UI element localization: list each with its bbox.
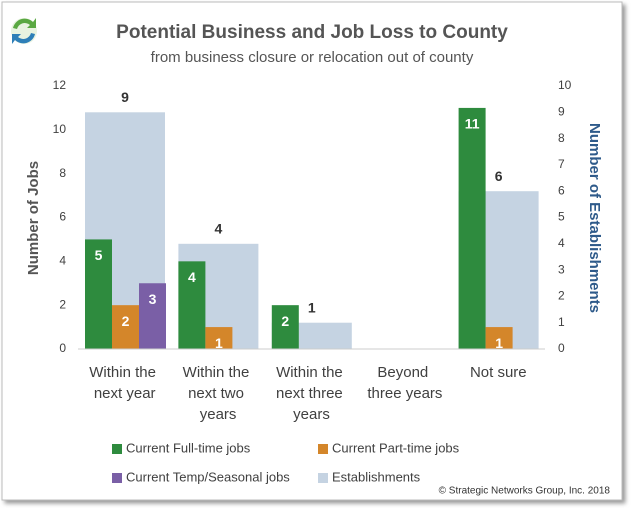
x-tick-label: Not sure bbox=[470, 364, 527, 381]
value-label: 2 bbox=[281, 313, 289, 329]
value-label: 2 bbox=[122, 313, 130, 329]
value-label: 4 bbox=[188, 269, 196, 285]
job-bar bbox=[485, 327, 513, 349]
value-label: 5 bbox=[95, 247, 103, 263]
job-bar bbox=[139, 283, 166, 349]
job-bar bbox=[178, 261, 206, 349]
legend-label: Current Part-time jobs bbox=[332, 440, 460, 455]
job-bar bbox=[205, 327, 233, 349]
value-label: 9 bbox=[121, 89, 129, 105]
value-label: 1 bbox=[308, 299, 316, 315]
y2-tick-label: 2 bbox=[558, 289, 565, 303]
y-tick-label: 2 bbox=[59, 297, 66, 311]
y-tick-label: 8 bbox=[59, 166, 66, 180]
value-label: 3 bbox=[149, 291, 157, 307]
x-tick-label: Within the next three years bbox=[276, 364, 347, 423]
job-bar bbox=[271, 305, 299, 349]
y2-tick-label: 9 bbox=[558, 104, 565, 118]
y2-tick-label: 4 bbox=[558, 236, 565, 250]
y-tick-label: 6 bbox=[59, 210, 66, 224]
value-label: 1 bbox=[495, 335, 503, 351]
y-tick-label: 12 bbox=[53, 78, 67, 92]
logo bbox=[11, 18, 37, 44]
y-axis-label: Number of Jobs bbox=[25, 161, 42, 275]
y2-tick-label: 1 bbox=[558, 315, 565, 329]
y-tick-label: 0 bbox=[59, 341, 66, 355]
y-tick-label: 10 bbox=[53, 122, 67, 136]
credit: © Strategic Networks Group, Inc. 2018 bbox=[439, 486, 611, 497]
y-tick-label: 4 bbox=[59, 254, 66, 268]
legend-label: Current Full-time jobs bbox=[126, 440, 251, 455]
chart-subtitle: from business closure or relocation out … bbox=[151, 49, 474, 66]
legend-swatch bbox=[112, 473, 122, 483]
legend-swatch bbox=[318, 473, 328, 483]
y2-tick-label: 7 bbox=[558, 157, 565, 171]
legend-label: Establishments bbox=[332, 469, 421, 484]
job-bar bbox=[85, 239, 112, 349]
chart-title: Potential Business and Job Loss to Count… bbox=[116, 22, 508, 43]
job-bar bbox=[112, 305, 139, 349]
y2-tick-label: 5 bbox=[558, 210, 565, 224]
legend-swatch bbox=[112, 444, 122, 454]
y2-tick-label: 0 bbox=[558, 341, 565, 355]
job-bar bbox=[458, 107, 486, 350]
y2-tick-label: 6 bbox=[558, 183, 565, 197]
value-label: 1 bbox=[215, 335, 223, 351]
y2-tick-label: 8 bbox=[558, 131, 565, 145]
x-tick-label: Within the next two years bbox=[183, 364, 254, 423]
y2-axis-label: Number of Establishments bbox=[586, 123, 603, 313]
value-label: 6 bbox=[495, 168, 503, 184]
x-tick-label: Within the next year bbox=[89, 364, 160, 402]
legend-swatch bbox=[318, 444, 328, 454]
legend-label: Current Temp/Seasonal jobs bbox=[126, 469, 290, 484]
value-label: 11 bbox=[465, 116, 480, 132]
y2-tick-label: 10 bbox=[558, 78, 572, 92]
value-label: 4 bbox=[215, 221, 223, 237]
x-tick-label: Beyond three years bbox=[367, 364, 442, 402]
y2-tick-label: 3 bbox=[558, 262, 565, 276]
